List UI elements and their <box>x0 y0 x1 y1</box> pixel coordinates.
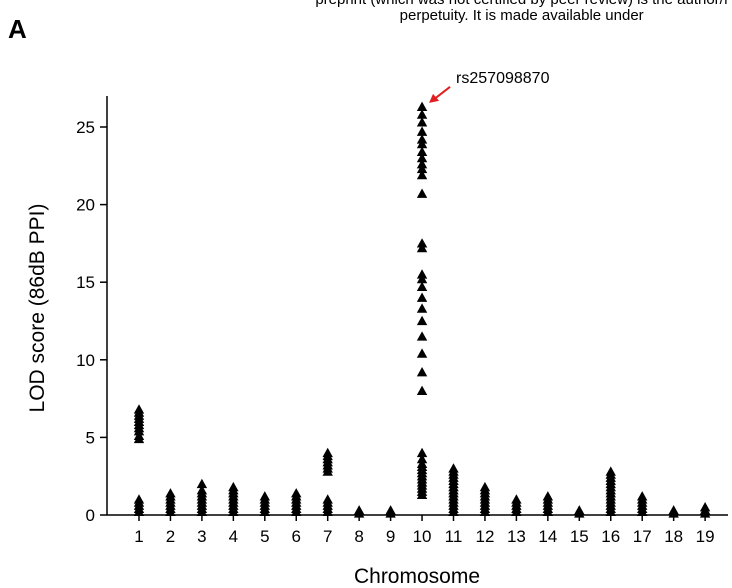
data-point-triangle <box>133 404 145 414</box>
x-tick-label: 10 <box>413 527 432 546</box>
data-point-triangle <box>416 169 428 180</box>
data-point-triangle <box>699 502 711 512</box>
annotation-label: rs257098870 <box>456 70 550 87</box>
y-tick-label: 5 <box>86 428 95 447</box>
data-point-triangle <box>416 385 428 395</box>
data-point-triangle <box>416 126 428 136</box>
data-point-triangle <box>416 152 428 163</box>
preprint-notice-line2: perpetuity. It is made available under <box>399 7 644 24</box>
data-point-triangle <box>416 453 428 464</box>
x-tick-label: 3 <box>197 527 206 546</box>
data-point-triangle <box>479 481 491 492</box>
data-point-triangle <box>416 238 428 248</box>
panel-label: A <box>8 14 27 44</box>
data-point-triangle <box>416 348 428 358</box>
data-point-triangle <box>416 292 428 302</box>
data-point-triangle <box>542 491 554 501</box>
data-point-triangle <box>416 315 428 326</box>
data-point-triangle <box>416 367 428 377</box>
preprint-notice: preprint (which was not certified by pee… <box>315 0 728 24</box>
chart-axes <box>106 95 728 516</box>
chart-annotation: rs257098870 <box>429 70 550 103</box>
x-tick-label: 4 <box>229 527 238 546</box>
x-tick-label: 16 <box>601 527 620 546</box>
x-tick-label: 11 <box>445 527 463 546</box>
preprint-notice-line1: preprint (which was not certified by pee… <box>315 0 728 8</box>
data-point-triangle <box>637 491 648 501</box>
chart-points <box>133 101 711 518</box>
data-point-triangle <box>448 463 459 473</box>
data-point-triangle <box>416 188 428 198</box>
x-tick-label: 8 <box>354 527 363 546</box>
x-tick-label: 15 <box>570 527 589 546</box>
x-tick-label: 2 <box>166 527 175 546</box>
data-point-triangle <box>416 109 428 119</box>
data-point-triangle <box>605 466 616 476</box>
data-point-triangle <box>259 491 270 501</box>
y-tick-label: 15 <box>76 273 95 292</box>
data-point-triangle <box>416 331 428 341</box>
data-point-triangle <box>133 494 145 504</box>
data-point-triangle <box>196 478 208 489</box>
data-point-triangle <box>511 494 522 504</box>
data-point-triangle <box>416 117 428 127</box>
data-point-triangle <box>416 447 428 458</box>
x-axis-label: Chromosome <box>354 565 480 588</box>
x-tick-label: 12 <box>475 527 494 546</box>
data-point-triangle <box>416 101 428 111</box>
data-point-triangle <box>322 494 333 504</box>
x-tick-label: 6 <box>292 527 301 546</box>
data-point-triangle <box>385 505 396 515</box>
data-point-triangle <box>668 505 679 515</box>
data-point-triangle <box>165 488 176 498</box>
data-point-triangle <box>322 447 333 458</box>
data-point-triangle <box>353 505 365 515</box>
y-tick-label: 0 <box>86 506 95 525</box>
annotation-arrow-head <box>429 93 440 103</box>
data-point-triangle <box>291 488 302 498</box>
data-point-triangle <box>574 505 585 515</box>
data-point-triangle <box>416 146 428 156</box>
data-point-triangle <box>416 303 428 313</box>
x-tick-label: 18 <box>664 527 683 546</box>
x-tick-label: 9 <box>386 527 395 546</box>
y-tick-label: 20 <box>76 196 95 215</box>
data-point-triangle <box>196 484 208 495</box>
y-tick-label: 10 <box>76 351 95 370</box>
x-tick-label: 5 <box>260 527 269 546</box>
data-point-triangle <box>228 481 239 492</box>
data-point-triangle <box>416 269 428 279</box>
x-tick-label: 14 <box>538 527 557 546</box>
x-tick-label: 19 <box>696 527 715 546</box>
data-point-triangle <box>416 281 428 292</box>
x-tick-label: 7 <box>323 527 332 546</box>
x-tick-label: 1 <box>134 527 143 546</box>
x-tick-label: 13 <box>507 527 526 546</box>
y-axis-label: LOD score (86dB PPI) <box>26 204 49 413</box>
y-tick-label: 25 <box>76 118 95 137</box>
x-tick-label: 17 <box>633 527 652 546</box>
data-point-triangle <box>416 159 428 169</box>
data-point-triangle <box>416 134 428 144</box>
